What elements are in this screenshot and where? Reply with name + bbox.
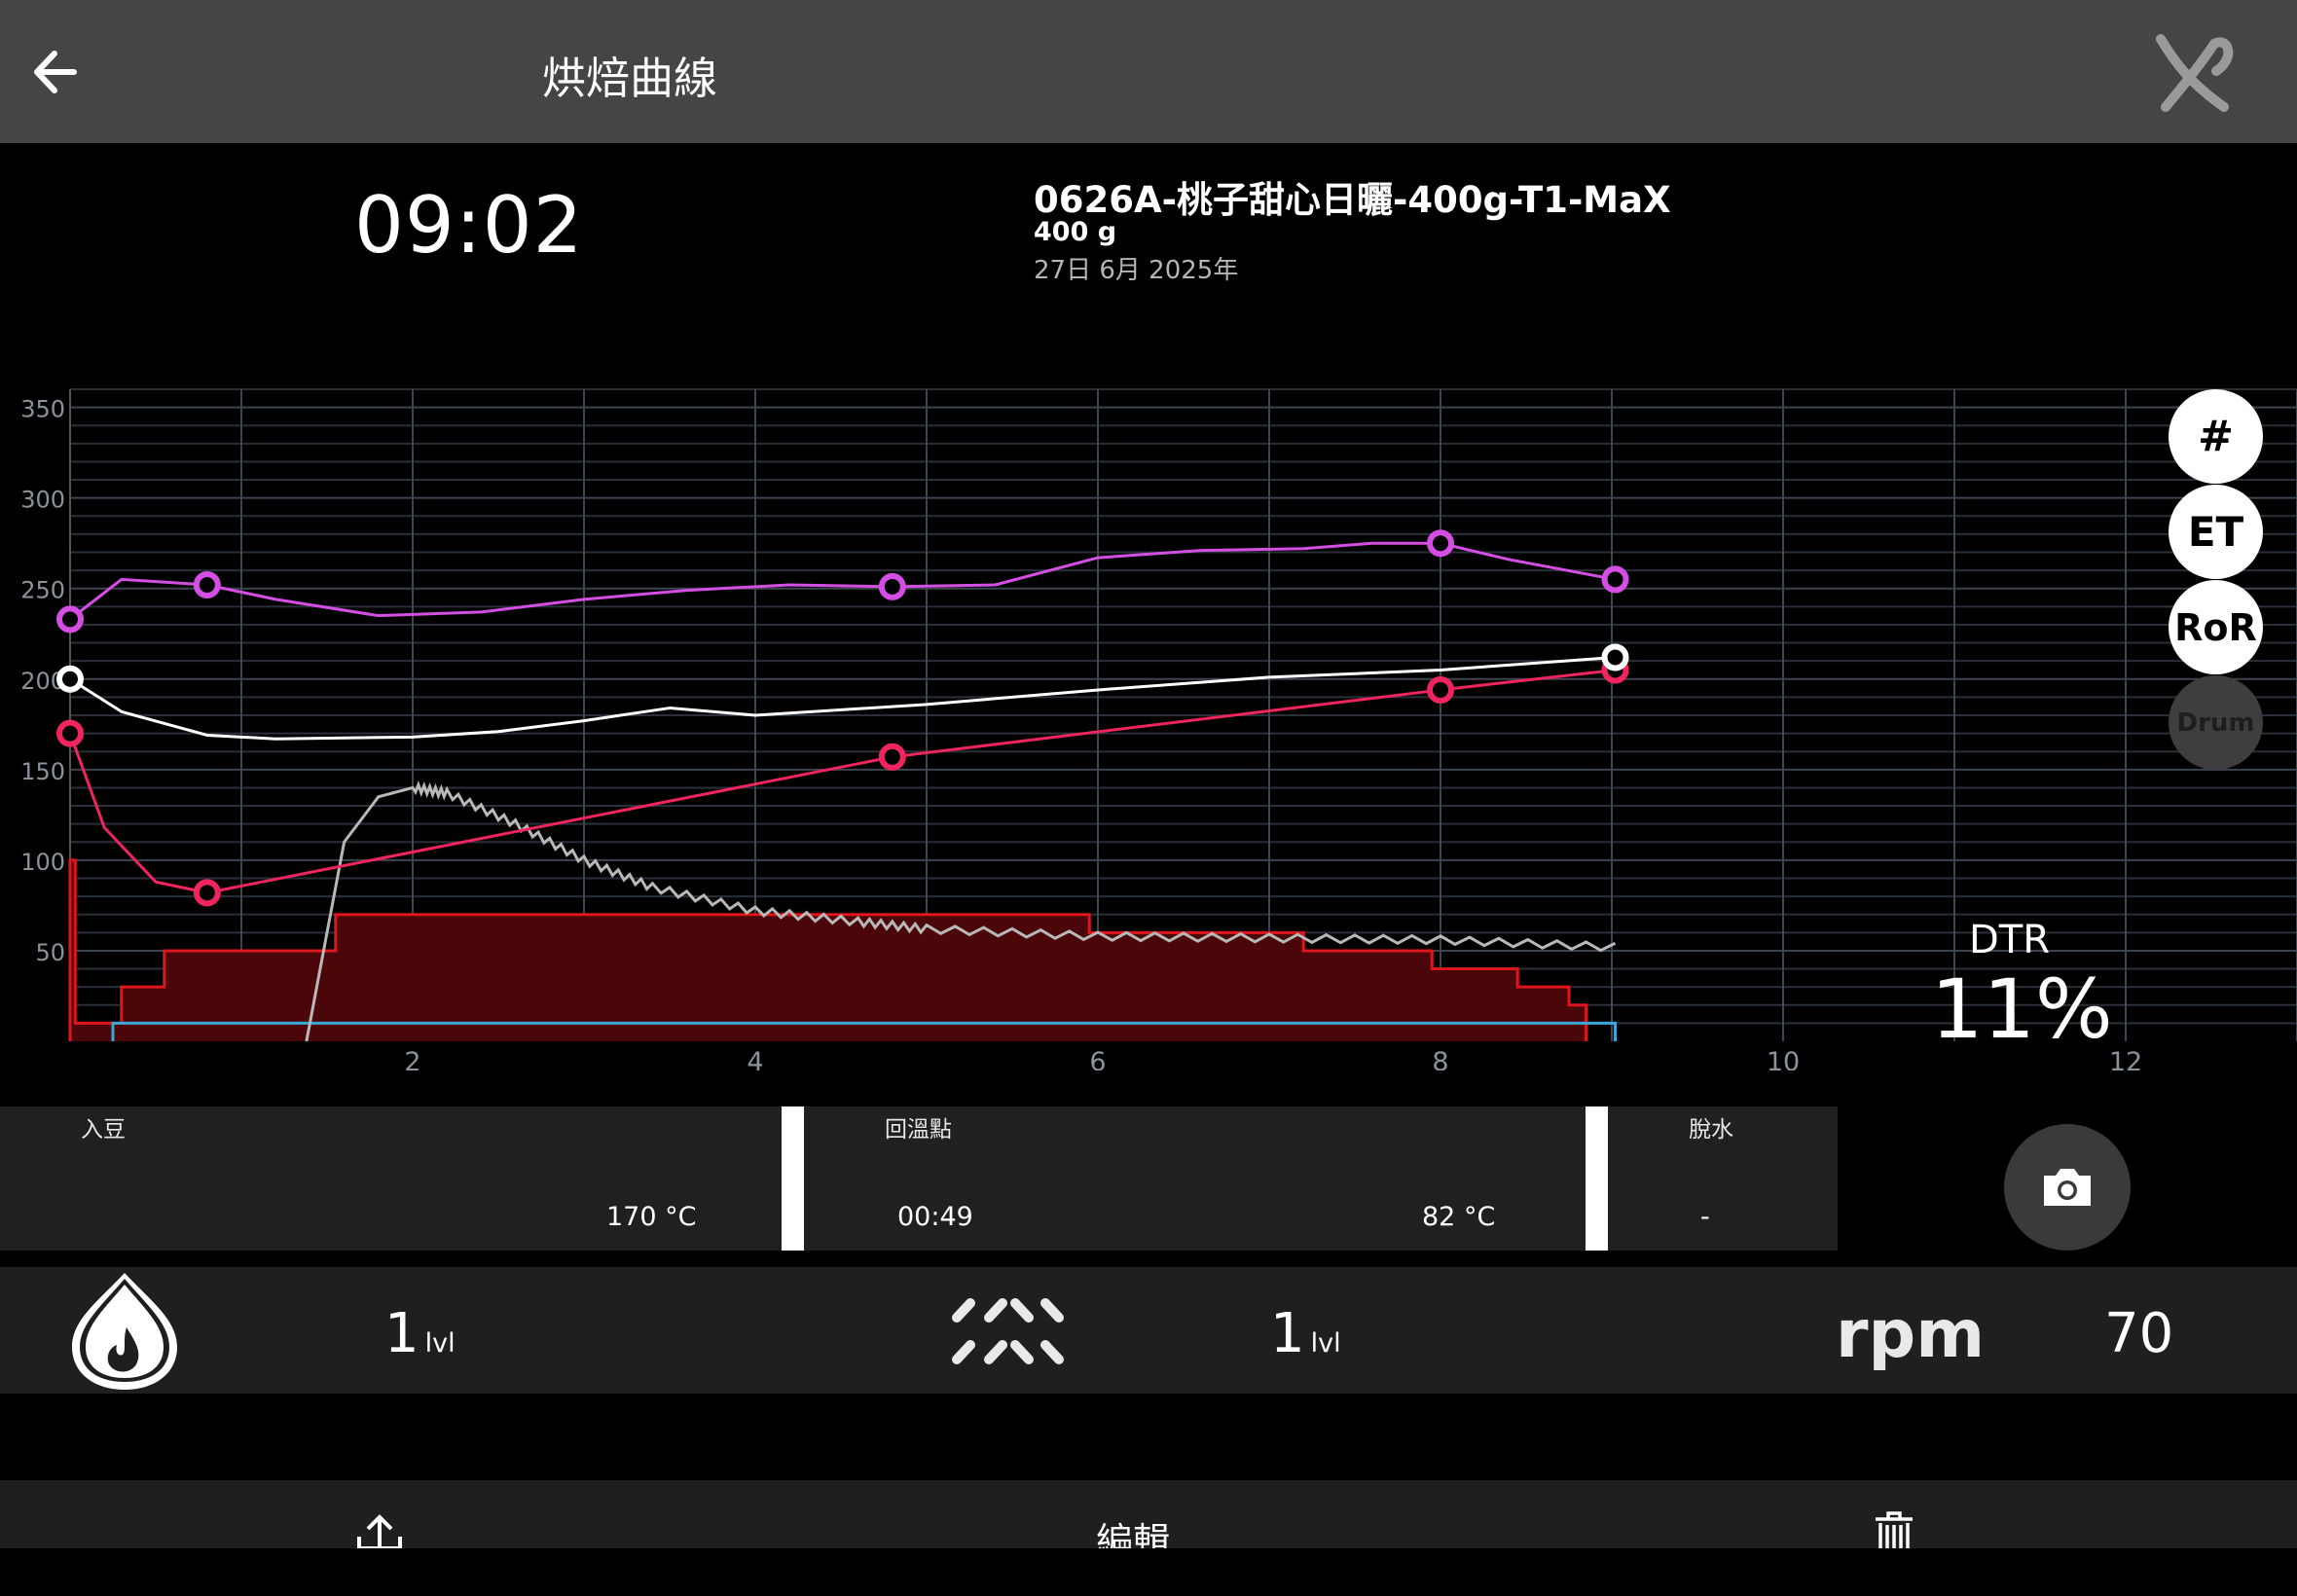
event-dry-end-card[interactable]: 脫水 - <box>1608 1106 1838 1251</box>
x-tick-label: 10 <box>1767 1047 1800 1070</box>
power-value: 1 <box>384 1302 419 1365</box>
et-series-line-marker <box>1427 529 1454 558</box>
fan-unit: lvl <box>1310 1328 1341 1359</box>
power-unit: lvl <box>424 1328 456 1359</box>
x-tick-label: 6 <box>1089 1047 1106 1070</box>
dtr-label: DTR <box>1969 918 2051 962</box>
brand-logo-icon <box>2156 34 2234 112</box>
et-series-line-marker <box>193 571 221 598</box>
event-temp: 82 °C <box>1422 1202 1496 1232</box>
trash-icon[interactable] <box>1874 1511 1914 1548</box>
dtr-value: 11% <box>1931 961 2113 1057</box>
edit-button[interactable]: 編輯 <box>1096 1520 1171 1548</box>
event-label: 脫水 <box>1689 1117 1733 1143</box>
share-icon[interactable] <box>355 1513 404 1548</box>
event-divider <box>1586 1106 1608 1251</box>
brand-logo <box>2146 24 2243 122</box>
fan-airflow-icon[interactable] <box>952 1294 1064 1368</box>
event-charge-card[interactable]: 入豆 170 °C <box>0 1106 782 1251</box>
roast-timer: 09:02 <box>354 180 584 271</box>
x-tick-label: 4 <box>747 1047 763 1070</box>
et-series-line <box>69 541 1616 621</box>
x-tick-label: 2 <box>404 1047 420 1070</box>
camera-button[interactable] <box>2004 1124 2131 1251</box>
x-tick-label: 8 <box>1432 1047 1448 1070</box>
y-tick-label: 100 <box>20 849 65 876</box>
arrow-left-icon <box>34 51 77 93</box>
drum-toggle-button[interactable]: Drum <box>2169 675 2263 770</box>
power-series-line <box>68 858 1588 1041</box>
et-series-line-marker <box>1601 565 1629 594</box>
top-app-bar: 烘焙曲線 <box>0 0 2297 143</box>
event-time: 00:49 <box>897 1202 973 1232</box>
camera-icon <box>2044 1169 2091 1206</box>
et-series-line-marker <box>878 572 906 600</box>
y-tick-label: 250 <box>20 577 65 604</box>
y-tick-label: 50 <box>35 939 65 966</box>
power-area <box>70 859 1586 1041</box>
profile-series-line-marker <box>56 719 84 747</box>
y-tick-label: 300 <box>20 487 65 514</box>
bottom-action-bar: 編輯 <box>0 1480 2297 1548</box>
x-tick-label: 12 <box>2109 1047 2142 1070</box>
control-strip: 1 lvl 1 lvl rpm 70 <box>0 1267 2297 1394</box>
bt-series-line-marker <box>1601 643 1629 671</box>
rpm-value[interactable]: 70 <box>2104 1302 2174 1365</box>
page-title: 烘焙曲線 <box>542 53 718 104</box>
grid-toggle-button[interactable]: # <box>2169 389 2263 484</box>
bt-series-line <box>69 655 1616 741</box>
profile-series-line-marker <box>193 879 221 907</box>
profile-date: 27日 6月 2025年 <box>1034 256 1239 285</box>
profile-series-line-marker <box>878 743 906 771</box>
event-time: - <box>1700 1202 1710 1232</box>
flame-icon[interactable] <box>66 1267 183 1392</box>
back-button[interactable] <box>23 35 91 109</box>
event-divider <box>782 1106 804 1251</box>
ror-series-line <box>305 780 1617 1042</box>
rpm-label: rpm <box>1836 1296 1986 1373</box>
power-level: 1 lvl <box>384 1302 456 1365</box>
y-tick-label: 350 <box>20 396 65 423</box>
profile-series-line-marker <box>1427 675 1454 704</box>
y-tick-label: 150 <box>20 758 65 785</box>
et-toggle-button[interactable]: ET <box>2169 485 2263 579</box>
bt-series-line-marker <box>56 665 84 693</box>
event-label: 入豆 <box>81 1117 126 1143</box>
drum-series-line <box>111 1021 1618 1041</box>
fan-level: 1 lvl <box>1270 1302 1341 1365</box>
ror-toggle-button[interactable]: RoR <box>2169 580 2263 674</box>
event-label: 回溫點 <box>885 1117 952 1143</box>
et-series-line-marker <box>56 605 84 634</box>
fan-value: 1 <box>1270 1302 1305 1365</box>
event-temp: 170 °C <box>606 1202 697 1232</box>
event-turning-point-card[interactable]: 回溫點 00:49 82 °C <box>804 1106 1586 1251</box>
profile-name: 0626A-桃子甜心日曬-400g-T1-MaX <box>1034 179 1671 221</box>
profile-weight: 400 g <box>1034 217 1117 247</box>
